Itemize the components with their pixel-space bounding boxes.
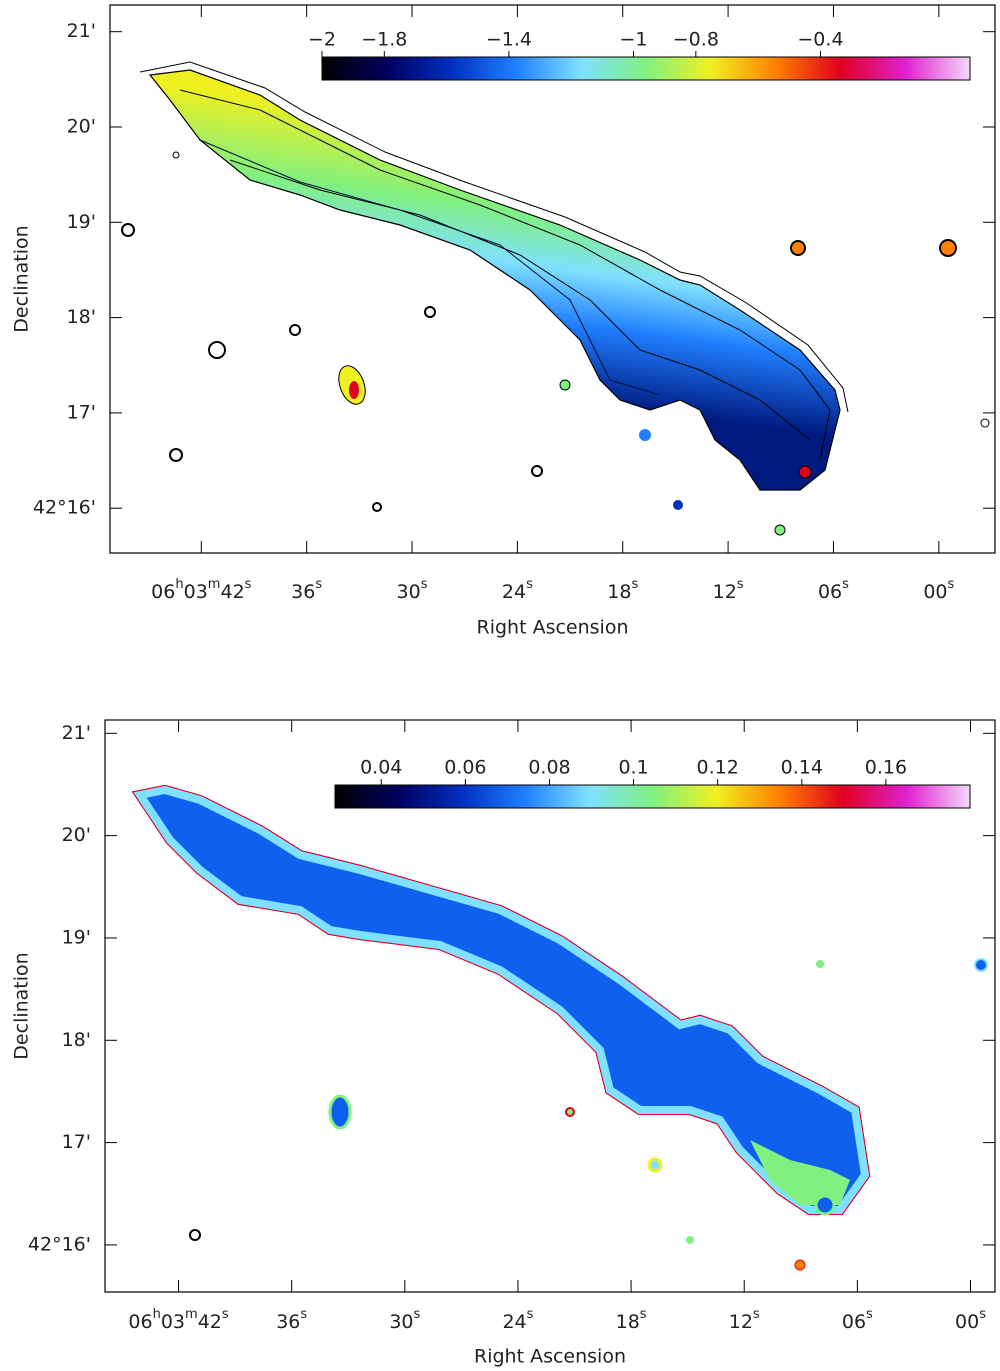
colorbar-tick-label: −1 xyxy=(620,29,648,51)
y-tick-label: 17' xyxy=(62,1131,91,1153)
colorbar-tick-label: 0.14 xyxy=(781,757,823,779)
x-tick-label: 18s xyxy=(607,577,638,603)
image-bottom xyxy=(131,784,988,1271)
y-tick-label: 20' xyxy=(62,824,91,846)
x-tick-label: 12s xyxy=(713,577,744,603)
y-tick-label: 20' xyxy=(67,115,96,137)
x-tick-label: 00s xyxy=(955,1307,986,1333)
y-tick-label: 19' xyxy=(62,926,91,948)
colorbar-tick-label: −0.4 xyxy=(797,29,843,51)
y-tick-label: 21' xyxy=(62,722,91,744)
y-tick-label: 21' xyxy=(67,20,96,42)
y-tick-label: 17' xyxy=(67,401,96,423)
axes-frame xyxy=(109,4,996,554)
x-tick-label: 06h03m42s xyxy=(128,1307,228,1333)
x-tick-label: 24s xyxy=(502,1307,533,1333)
y-tick-label: 42°16' xyxy=(28,1233,91,1255)
y-tick-label: 42°16' xyxy=(33,497,96,519)
x-axis-label: Right Ascension xyxy=(477,617,629,639)
x-tick-label: 12s xyxy=(729,1307,760,1333)
colorbar-tick-label: 0.06 xyxy=(444,757,486,779)
x-axis-label: Right Ascension xyxy=(474,1346,626,1368)
x-tick-label: 30s xyxy=(389,1307,420,1333)
y-axis-label: Declination xyxy=(11,952,33,1059)
image-top xyxy=(121,61,990,536)
colorbar-tick-label: −1.8 xyxy=(361,29,407,51)
x-tick-label: 06s xyxy=(818,577,849,603)
x-tick-label: 06s xyxy=(842,1307,873,1333)
x-tick-label: 36s xyxy=(276,1307,307,1333)
y-tick-label: 18' xyxy=(62,1029,91,1051)
colorbar xyxy=(321,56,971,81)
colorbar-tick-label: −2 xyxy=(308,29,336,51)
x-tick-label: 06h03m42s xyxy=(151,577,251,603)
colorbar-tick-label: 0.16 xyxy=(865,757,907,779)
colorbar-tick-label: 0.12 xyxy=(697,757,739,779)
x-tick-label: 24s xyxy=(502,577,533,603)
axes-frame xyxy=(104,719,996,1293)
colorbar-tick-label: 0.1 xyxy=(618,757,648,779)
colorbar-tick-label: 0.08 xyxy=(528,757,570,779)
y-tick-label: 18' xyxy=(67,306,96,328)
x-tick-label: 36s xyxy=(291,577,322,603)
x-tick-label: 18s xyxy=(616,1307,647,1333)
colorbar xyxy=(334,784,971,809)
x-tick-label: 30s xyxy=(397,577,428,603)
y-axis-label: Declination xyxy=(11,225,33,332)
colorbar-tick-label: −0.8 xyxy=(673,29,719,51)
colorbar-tick-label: −1.4 xyxy=(486,29,532,51)
colorbar-tick-label: 0.04 xyxy=(360,757,402,779)
x-tick-label: 00s xyxy=(923,577,954,603)
y-tick-label: 19' xyxy=(67,211,96,233)
